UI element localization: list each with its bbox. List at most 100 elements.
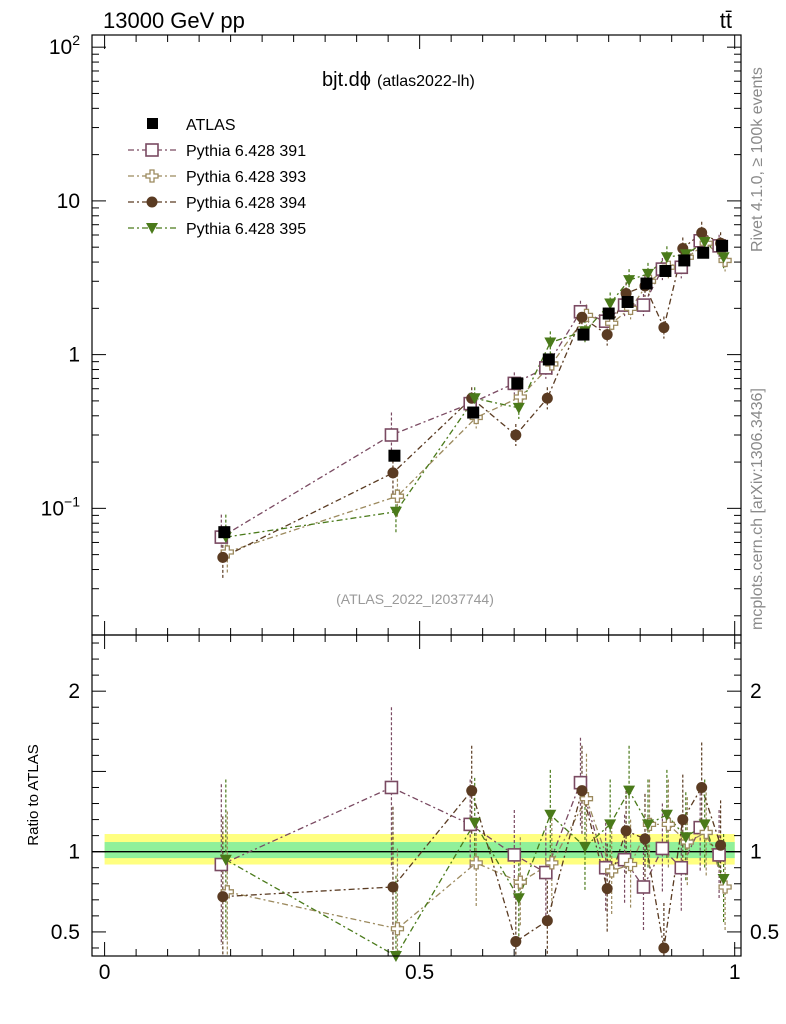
- ratio-point-2: [661, 817, 676, 832]
- data-point: [621, 295, 634, 308]
- data-point: [697, 246, 710, 259]
- y-tick-label: 10: [57, 190, 80, 213]
- ratio-point-3: [576, 785, 588, 797]
- chart-title-sub: (atlas2022-lh): [377, 73, 475, 90]
- legend-label: Pythia 6.428 394: [186, 195, 306, 212]
- series-point-3: [658, 322, 670, 334]
- series-point-3: [217, 551, 229, 563]
- ratio-point-3: [639, 833, 651, 845]
- ratio-point-3: [217, 891, 229, 903]
- data-point: [388, 449, 401, 462]
- ratio-point-4: [219, 854, 232, 866]
- ratio-tick-label-right: 1: [750, 841, 762, 864]
- ratio-tick-label-left: 1: [68, 841, 80, 864]
- header-left: 13000 GeV pp: [103, 8, 245, 33]
- data-point: [511, 377, 524, 390]
- data-point: [716, 239, 729, 252]
- legend-marker: [146, 223, 158, 234]
- ratio-plot-panel: 0.5 0.5 1 1 2 2: [51, 634, 779, 962]
- series-point-3: [576, 311, 588, 323]
- ratio-point-4: [679, 832, 692, 844]
- ratio-point-1: [539, 865, 553, 880]
- series-point-3: [387, 467, 399, 479]
- y-tick-label-base: 10: [49, 36, 72, 59]
- legend-label: Pythia 6.428 395: [186, 221, 306, 238]
- ratio-point-4: [578, 841, 591, 853]
- ratio-point-1: [384, 780, 399, 795]
- ratio-point-2: [605, 864, 619, 878]
- series-point-2: [513, 390, 527, 404]
- ratio-point-2: [699, 825, 713, 840]
- series-point-4: [389, 506, 402, 518]
- x-axis-ticks: 0 0.5 1: [99, 35, 741, 984]
- ratio-point-3: [601, 883, 613, 895]
- ratio-point-2: [469, 856, 483, 870]
- series-point-4: [512, 402, 525, 414]
- series-point-1: [636, 298, 651, 312]
- x-tick-label: 0.5: [405, 961, 434, 984]
- series-point-3: [541, 392, 553, 404]
- x-tick-label: 0: [99, 961, 111, 984]
- data-point: [577, 328, 590, 341]
- ratio-tick-label-left: 2: [68, 680, 80, 703]
- series-point-3: [601, 329, 613, 341]
- ratio-point-4: [544, 809, 557, 821]
- legend-entry-3: Pythia 6.428 394: [128, 195, 306, 212]
- ratio-point-3: [715, 839, 727, 851]
- side-label-bottom: mcplots.cern.ch [arXiv:1306.3436]: [749, 388, 766, 630]
- ratio-point-1: [636, 880, 651, 894]
- legend-marker: [145, 143, 159, 157]
- series-point-2: [605, 316, 619, 330]
- legend-entry-1: Pythia 6.428 391: [128, 143, 306, 160]
- chart-title-main: bjt.dϕ: [322, 69, 371, 91]
- ratio-ylabel: Ratio to ATLAS: [25, 744, 42, 845]
- y-tick-label: 10−1: [41, 493, 81, 520]
- ratio-point-1: [507, 848, 522, 862]
- ratio-point-2: [579, 792, 594, 806]
- legend-series: Pythia 6.428 391 Pythia 6.428 393 Pythia 6…: [128, 143, 306, 238]
- ratio-band-stat: [104, 842, 735, 859]
- ratio-point-1: [712, 848, 726, 862]
- ratio-point-4: [641, 819, 654, 831]
- ratio-tick-label-left: 0.5: [51, 921, 80, 944]
- data-point: [640, 277, 653, 290]
- ratio-point-2: [390, 922, 405, 936]
- ratio-point-2: [680, 835, 694, 849]
- ratio-point-3: [696, 781, 708, 793]
- ratio-point-2: [545, 856, 559, 870]
- ratio-point-3: [387, 881, 399, 893]
- series-point-4: [660, 252, 673, 264]
- series-point-4: [604, 298, 617, 310]
- data-point: [659, 264, 672, 277]
- data-point: [678, 254, 691, 267]
- series-point-4: [623, 275, 636, 287]
- ratio-point-4: [468, 817, 481, 829]
- ratio-point-2: [718, 880, 732, 894]
- ratio-axis-ticks: 0.5 0.5 1 1 2 2: [51, 642, 779, 949]
- ratio-point-3: [510, 936, 522, 948]
- legend-entry-4: Pythia 6.428 395: [128, 221, 306, 238]
- ratio-point-4: [698, 819, 711, 831]
- header-right: tt̄: [720, 8, 732, 33]
- legend-label: Pythia 6.428 391: [186, 143, 306, 160]
- series-point-4: [468, 393, 481, 405]
- series-point-4: [698, 237, 711, 249]
- series-point-2: [390, 489, 405, 503]
- ratio-point-1: [655, 841, 670, 856]
- y-tick-label-exponent: −1: [64, 493, 80, 509]
- data-point: [467, 406, 480, 419]
- chart-title: bjt.dϕ (atlas2022-lh): [322, 69, 475, 91]
- ratio-point-2: [220, 885, 234, 899]
- series-point-3: [696, 227, 708, 239]
- ratio-point-3: [466, 785, 478, 797]
- side-label-top: Rivet 4.1.0, ≥ 100k events: [749, 67, 766, 252]
- y-tick-label-exponent: 2: [72, 32, 80, 48]
- x-tick-label: 1: [729, 961, 741, 984]
- legend-entry-2: Pythia 6.428 393: [128, 169, 306, 186]
- ratio-point-1: [674, 860, 689, 875]
- legend-entry-data: ATLAS: [147, 117, 236, 134]
